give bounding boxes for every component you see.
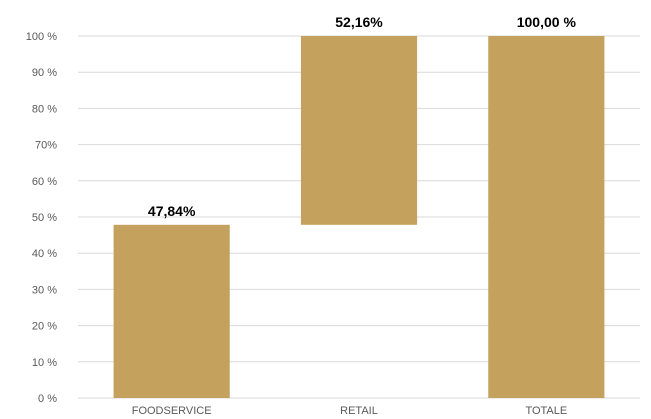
y-tick-label: 100 % xyxy=(26,31,57,43)
y-tick-label: 90 % xyxy=(32,67,57,79)
y-tick-label: 70% xyxy=(35,140,57,152)
x-category-label: TOTALE xyxy=(525,405,567,417)
bars xyxy=(113,36,605,398)
y-tick-label: 0 % xyxy=(38,393,57,405)
bar-retail xyxy=(300,36,418,225)
data-label-totale: 100,00 % xyxy=(517,14,577,30)
data-label-foodservice: 47,84% xyxy=(148,203,196,219)
data-labels: 47,84% 52,16% 100,00 % xyxy=(148,14,577,219)
y-tick-label: 40 % xyxy=(32,248,57,260)
bar-foodservice xyxy=(113,224,230,398)
x-axis-category-labels: FOODSERVICE RETAIL TOTALE xyxy=(132,405,567,417)
y-tick-label: 50 % xyxy=(32,212,57,224)
y-tick-label: 10 % xyxy=(32,357,57,369)
x-category-label: FOODSERVICE xyxy=(132,405,212,417)
y-tick-label: 80 % xyxy=(32,103,57,115)
bar-totale xyxy=(488,36,605,398)
x-category-label: RETAIL xyxy=(340,405,378,417)
data-label-retail: 52,16% xyxy=(335,14,383,30)
y-tick-label: 60 % xyxy=(32,176,57,188)
y-axis-tick-labels: 0 % 10 % 20 % 30 % 40 % 50 % 60 % 70% 80 % 90 % 10… xyxy=(26,31,57,405)
y-tick-label: 30 % xyxy=(32,284,57,296)
y-tick-label: 20 % xyxy=(32,321,57,333)
